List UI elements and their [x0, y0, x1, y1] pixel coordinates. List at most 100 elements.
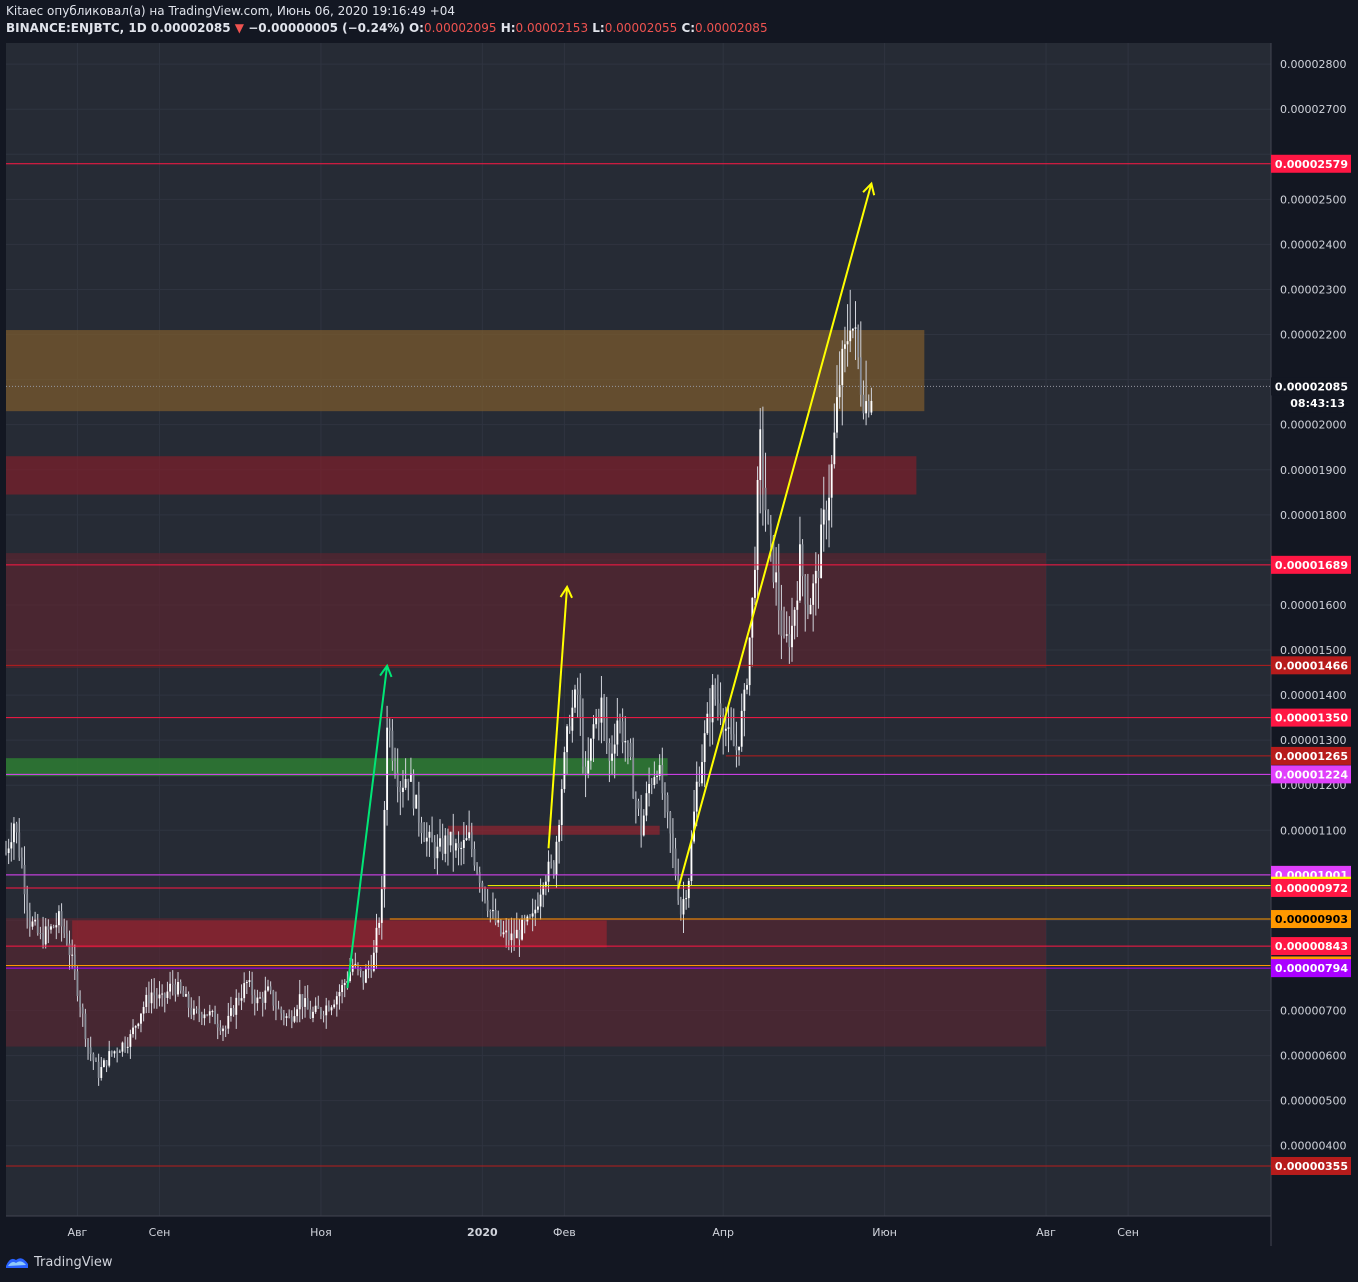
candle-body — [105, 1060, 108, 1066]
price-label: 0.00000355 — [1275, 1160, 1348, 1173]
candle-body — [640, 808, 643, 836]
y-tick-label: 0.00000400 — [1280, 1140, 1346, 1153]
tradingview-footer[interactable]: TradingView — [4, 1254, 113, 1270]
candle-body — [92, 1053, 95, 1061]
candle-body — [780, 610, 783, 636]
candle-body — [634, 798, 637, 801]
tradingview-logo-icon — [6, 1258, 28, 1268]
candle-body — [372, 952, 375, 971]
candle-body — [388, 727, 391, 731]
candle-body — [52, 926, 55, 928]
y-tick-label: 0.00002400 — [1280, 238, 1346, 251]
candle-body — [343, 982, 346, 986]
x-tick-label: Ноя — [310, 1226, 332, 1239]
candle-body — [187, 994, 190, 1008]
candle-body — [851, 328, 854, 331]
candle-body — [275, 1005, 277, 1009]
price-label: 0.00001689 — [1275, 559, 1348, 572]
candle-body — [261, 997, 264, 1003]
candle-body — [433, 842, 436, 859]
candle-body — [269, 986, 272, 991]
candle-body — [163, 993, 166, 998]
candle-body — [235, 997, 238, 1015]
candle-body — [441, 838, 444, 854]
candle-body — [155, 995, 158, 999]
candle-body — [534, 909, 537, 914]
candle-body — [177, 981, 179, 995]
candle-body — [473, 849, 476, 866]
candle-body — [843, 344, 846, 349]
candle-body — [603, 697, 606, 718]
candle-body — [616, 720, 619, 745]
candle-body — [822, 509, 825, 525]
y-tick-label: 0.00001100 — [1280, 824, 1346, 837]
price-label-bg — [1271, 708, 1351, 727]
candle-body — [735, 745, 738, 751]
candle-body — [698, 781, 701, 784]
high-value: 0.00002153 — [515, 21, 589, 35]
candle-body — [126, 1046, 129, 1048]
candle-body — [732, 734, 735, 746]
candle-body — [658, 765, 661, 776]
candle-body — [206, 1014, 209, 1016]
candle-body — [476, 865, 478, 873]
candle-body — [211, 1011, 214, 1013]
candle-body — [759, 429, 762, 481]
candle-body — [36, 919, 39, 933]
candle-body — [489, 910, 492, 912]
candle-body — [748, 637, 751, 686]
candles — [5, 289, 873, 1086]
candle-body — [825, 509, 828, 521]
candle-body — [656, 775, 658, 777]
candle-body — [539, 894, 542, 907]
candle-body — [571, 707, 574, 731]
candle-body — [314, 1005, 317, 1012]
x-tick-label: Фев — [553, 1226, 576, 1239]
symbol-interval[interactable]: BINANCE:ENJBTC, 1D — [6, 21, 147, 35]
candle-body — [629, 742, 632, 757]
candle-body — [767, 510, 770, 524]
candle-body — [738, 746, 740, 751]
y-tick-label: 0.00002200 — [1280, 329, 1346, 342]
candle-body — [804, 576, 807, 605]
candle-body — [399, 786, 402, 793]
candle-body — [317, 1005, 320, 1009]
candle-body — [775, 572, 778, 583]
candle-body — [693, 811, 696, 842]
candle-body — [642, 815, 645, 836]
y-tick-label: 0.00001500 — [1280, 644, 1346, 657]
candle-body — [857, 327, 860, 358]
candle-body — [322, 1014, 325, 1016]
candle-body — [298, 994, 301, 1010]
candle-body — [142, 1006, 145, 1014]
candle-body — [102, 1060, 105, 1068]
y-tick-label: 0.00002700 — [1280, 103, 1346, 116]
candle-body — [574, 689, 576, 708]
candle-body — [648, 784, 651, 794]
candle-body — [817, 570, 820, 578]
y-tick-label: 0.00001600 — [1280, 599, 1346, 612]
y-tick-label: 0.00001800 — [1280, 509, 1346, 522]
candle-body — [865, 401, 868, 414]
candle-body — [394, 760, 396, 773]
candle-body — [431, 831, 434, 843]
candle-body — [619, 720, 621, 722]
zone — [6, 553, 1047, 669]
candle-body — [113, 1051, 116, 1054]
candle-body — [357, 963, 359, 969]
price-label-bg — [1271, 910, 1351, 929]
candle-body — [497, 920, 500, 923]
candle-body — [121, 1042, 124, 1052]
candle-body — [793, 609, 796, 626]
candle-body — [362, 971, 365, 983]
candle-body — [222, 1028, 224, 1032]
arrow-head — [559, 584, 573, 599]
candle-body — [158, 994, 161, 999]
candle-body — [137, 1023, 140, 1027]
candle-body — [764, 487, 767, 511]
candle-body — [595, 716, 598, 725]
candle-body — [396, 772, 399, 787]
open-label: O: — [408, 21, 424, 35]
trend-arrow — [547, 586, 569, 849]
